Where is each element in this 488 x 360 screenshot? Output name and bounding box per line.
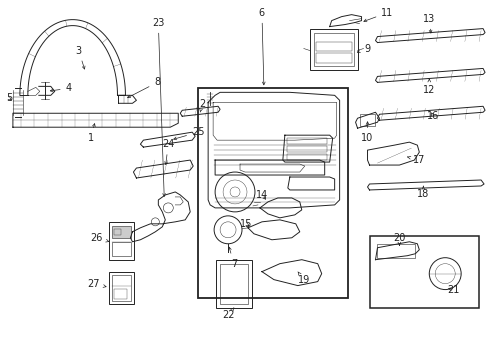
Text: 3: 3: [76, 45, 85, 69]
Text: 11: 11: [363, 8, 393, 22]
Text: 23: 23: [152, 18, 165, 196]
Text: 7: 7: [228, 247, 237, 269]
Bar: [198, 88, 347, 298]
Text: 5: 5: [6, 93, 12, 103]
Text: 8: 8: [127, 77, 160, 98]
Text: 10: 10: [361, 122, 373, 143]
Text: 25: 25: [173, 127, 204, 140]
Bar: [286, 138, 326, 144]
Text: 27: 27: [87, 279, 106, 289]
Bar: [309, 28, 357, 71]
Text: 26: 26: [90, 233, 108, 243]
Bar: [108, 272, 134, 303]
Bar: [315, 41, 351, 51]
Bar: [111, 242, 131, 256]
Bar: [216, 260, 251, 307]
Bar: [111, 226, 131, 238]
Bar: [108, 222, 134, 260]
Text: 12: 12: [422, 79, 435, 95]
Text: 9: 9: [357, 44, 370, 54]
Bar: [111, 275, 131, 301]
Text: 17: 17: [407, 155, 425, 165]
Bar: [286, 146, 326, 152]
Text: 1: 1: [87, 123, 95, 143]
Text: 6: 6: [258, 8, 264, 85]
Bar: [377, 244, 414, 258]
Text: 20: 20: [392, 233, 405, 246]
Bar: [369, 236, 478, 307]
Bar: [313, 32, 353, 67]
Text: 16: 16: [427, 111, 439, 121]
Bar: [113, 229, 121, 235]
Text: 21: 21: [446, 284, 458, 294]
Text: 19: 19: [297, 272, 309, 285]
Text: 13: 13: [422, 14, 434, 33]
Bar: [286, 154, 326, 160]
Text: 4: 4: [50, 84, 72, 93]
Text: 2: 2: [199, 99, 205, 112]
Bar: [315, 54, 351, 63]
Text: 14: 14: [255, 190, 267, 200]
Text: 22: 22: [222, 308, 234, 320]
Bar: [220, 264, 247, 303]
Bar: [113, 289, 127, 298]
Text: 24: 24: [162, 139, 174, 165]
Text: 15: 15: [239, 219, 252, 229]
Bar: [359, 114, 375, 126]
Text: 18: 18: [416, 186, 428, 199]
